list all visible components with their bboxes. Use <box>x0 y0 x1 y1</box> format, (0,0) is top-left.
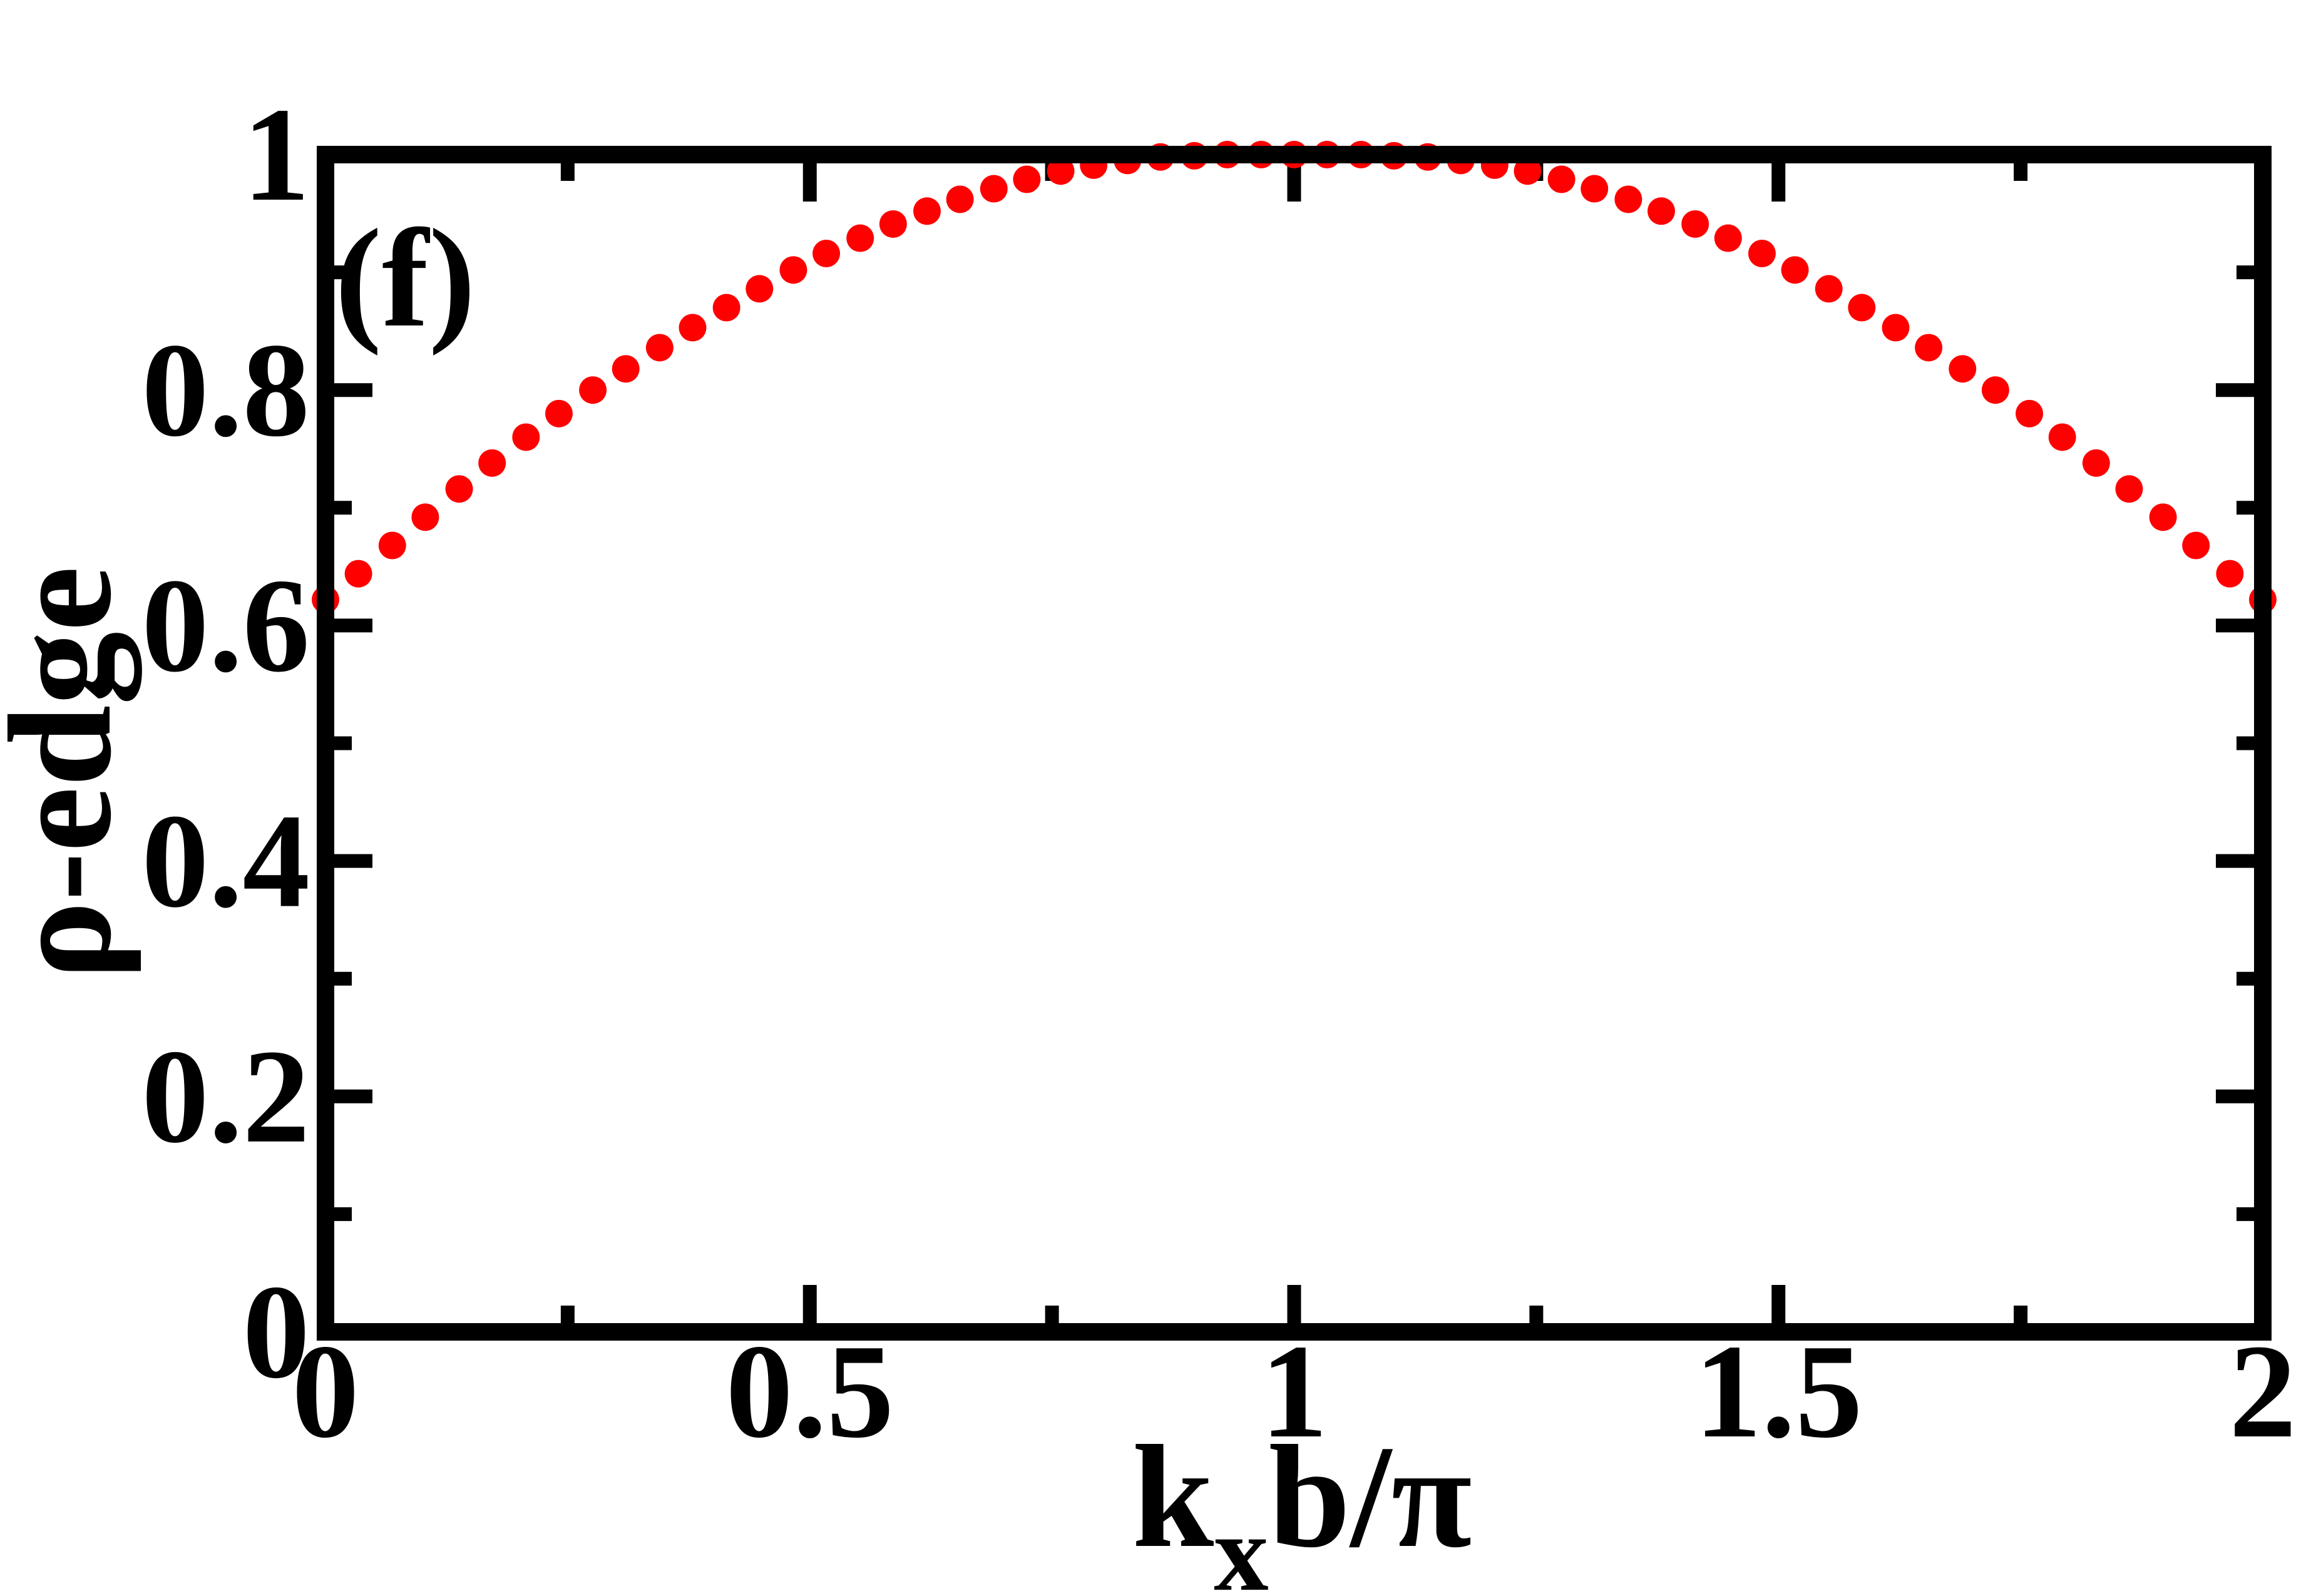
y-tick-label: 0.8 <box>141 315 310 464</box>
y-tick-label: 0.4 <box>141 786 310 936</box>
data-point <box>1681 210 1709 238</box>
data-point <box>1714 224 1742 252</box>
data-point <box>1848 294 1876 322</box>
x-tick-label: 1.5 <box>1694 1316 1863 1466</box>
data-points <box>312 141 2277 614</box>
data-point <box>946 185 974 213</box>
x-tick-label: 1 <box>1261 1316 1328 1466</box>
y-tick-label: 0.6 <box>141 550 310 700</box>
data-point <box>1013 165 1041 193</box>
data-point <box>411 503 439 531</box>
data-point <box>1781 256 1809 284</box>
data-point <box>378 531 406 560</box>
data-point <box>1748 240 1776 268</box>
data-point <box>746 275 774 303</box>
y-axis-label: ρ-edge <box>0 566 142 980</box>
x-axis-label-rest: b/π <box>1269 1415 1472 1578</box>
data-point <box>344 560 372 588</box>
axis-ticks <box>319 148 2270 1339</box>
data-point <box>1547 165 1576 193</box>
data-point <box>679 314 707 342</box>
data-point <box>2048 423 2076 451</box>
y-tick-label: 0 <box>243 1257 310 1406</box>
data-point <box>1981 376 2009 404</box>
data-point <box>579 376 607 404</box>
data-point <box>1949 355 1977 383</box>
data-point <box>980 175 1008 203</box>
panel-label: (f) <box>335 200 476 356</box>
data-point <box>645 334 674 362</box>
data-point <box>779 256 807 284</box>
data-point <box>1514 157 1542 185</box>
data-point <box>846 224 874 252</box>
data-point <box>812 240 841 268</box>
x-axis-label-subscript: x <box>1214 1492 1269 1596</box>
data-point <box>712 294 740 322</box>
x-axis-label: kxb/π <box>1132 1415 1472 1596</box>
x-tick-label: 2 <box>2229 1316 2297 1466</box>
data-point <box>512 423 540 451</box>
data-point <box>913 197 941 225</box>
tick-labels: 0 0.5 1 1.5 2 0 0.2 0.4 0.6 0.8 1 <box>141 79 2297 1466</box>
data-point <box>1047 157 1075 185</box>
y-tick-label: 1 <box>243 79 310 229</box>
x-tick-label: 0.5 <box>725 1316 894 1466</box>
data-point <box>478 449 506 477</box>
data-point <box>2216 560 2244 588</box>
data-point <box>1882 314 1910 342</box>
data-point <box>1647 197 1676 225</box>
data-point <box>1815 275 1843 303</box>
data-point <box>879 210 907 238</box>
data-point <box>1915 334 1943 362</box>
data-point <box>2149 503 2177 531</box>
data-point <box>1581 175 1609 203</box>
data-point <box>445 475 473 503</box>
data-point <box>2082 449 2110 477</box>
data-point <box>612 355 640 383</box>
data-point <box>2016 399 2044 427</box>
data-point <box>545 399 573 427</box>
plot-frame <box>317 146 2272 1341</box>
y-tick-label: 0.2 <box>141 1021 310 1171</box>
x-tick-label: 0 <box>292 1316 359 1466</box>
data-point <box>1614 185 1642 213</box>
data-point <box>2182 531 2210 560</box>
data-point <box>2115 475 2143 503</box>
x-axis-label-main: k <box>1132 1415 1214 1578</box>
